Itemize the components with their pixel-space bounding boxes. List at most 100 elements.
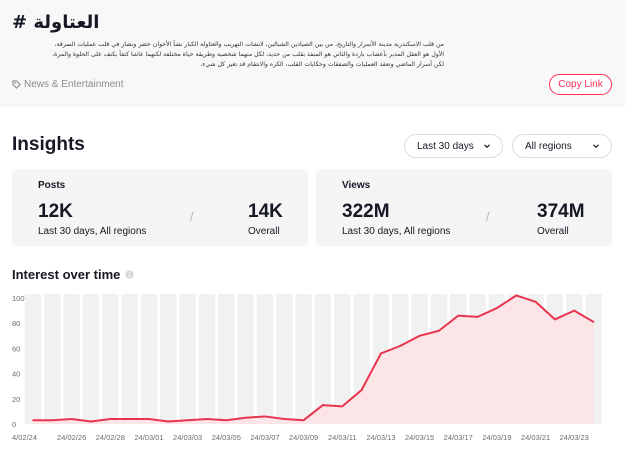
hashtag-description: من قلب الاسكندرية مدينة الأسرار والتاريخ…: [12, 40, 444, 70]
chevron-down-icon: [593, 144, 599, 149]
chart-column-band: [218, 294, 235, 424]
chart-column-band: [63, 294, 80, 424]
interest-chart-title: Interest over time: [12, 267, 134, 282]
posts-label: Posts: [38, 180, 66, 191]
data-point: [128, 418, 131, 420]
data-point: [554, 318, 556, 321]
data-point: [534, 300, 537, 303]
chart-column-band: [179, 294, 196, 424]
views-period-caption: Last 30 days, All regions: [342, 226, 451, 237]
data-point: [418, 335, 421, 337]
copy-link-button[interactable]: Copy Link: [549, 74, 612, 95]
y-tick-label: 40: [12, 370, 20, 379]
y-tick-label: 100: [12, 294, 25, 303]
views-overall-caption: Overall: [537, 226, 569, 237]
data-point: [380, 352, 382, 355]
posts-overall-caption: Overall: [248, 226, 280, 237]
chart-column-band: [295, 294, 312, 424]
posts-overall-value: 14K: [248, 201, 283, 222]
x-tick-label: 24/03/23: [560, 433, 589, 442]
chevron-down-icon: [484, 144, 490, 149]
x-tick-label: 24/03/19: [482, 433, 511, 442]
tag-icon: [12, 80, 21, 89]
info-icon[interactable]: [125, 270, 134, 279]
views-label: Views: [342, 180, 371, 191]
divider-slash: /: [486, 209, 490, 224]
data-point: [244, 416, 247, 419]
x-tick-label: 24/03/13: [366, 433, 395, 442]
data-point: [302, 419, 305, 422]
chart-column-band: [198, 294, 216, 424]
chart-column-band: [140, 294, 158, 424]
data-point: [476, 316, 479, 318]
data-point: [148, 418, 150, 420]
category-label: News & Entertainment: [24, 79, 124, 90]
posts-card: Posts 12K Last 30 days, All regions / 14…: [12, 169, 308, 246]
posts-period-caption: Last 30 days, All regions: [38, 226, 147, 237]
data-point: [573, 309, 576, 312]
hashtag-title: العتاولة #: [12, 12, 100, 33]
description-line: لكن أسرار الماضي وتعقد العمليات والصفقات…: [200, 61, 444, 68]
x-tick-label: 24/02/26: [57, 433, 86, 442]
insights-title: Insights: [12, 134, 85, 155]
chart-column-band: [102, 294, 119, 424]
data-point: [264, 415, 266, 418]
data-point: [496, 307, 498, 309]
hashtag-header: العتاولة # من قلب الاسكندرية مدينة الأسر…: [0, 0, 625, 107]
region-dropdown-value: All regions: [525, 140, 572, 152]
chart-column-band: [160, 294, 177, 424]
chart-column-band: [256, 294, 274, 424]
y-tick-label: 60: [12, 344, 20, 353]
region-dropdown[interactable]: All regions: [512, 134, 612, 158]
views-period-value: 322M: [342, 201, 390, 222]
data-point: [206, 418, 208, 420]
chart-column-band: [121, 294, 138, 424]
x-tick-label: 24/03/07: [250, 433, 279, 442]
data-point: [32, 419, 34, 422]
divider-slash: /: [190, 209, 194, 224]
chart-column-band: [82, 294, 100, 424]
interest-line: [33, 294, 595, 423]
views-overall-value: 374M: [537, 201, 585, 222]
chart-column-band: [24, 294, 42, 424]
x-tick-label: 24/03/11: [328, 433, 357, 442]
data-point: [225, 419, 228, 422]
x-tick-label: 4/02/24: [12, 433, 37, 442]
data-point: [109, 418, 112, 420]
chart-column-band: [334, 294, 351, 424]
x-tick-label: 24/03/05: [212, 433, 241, 442]
data-point: [322, 404, 324, 406]
data-point: [186, 419, 189, 422]
description-line: الأول هو العقل المدبر بأعصاب باردة والثا…: [52, 51, 444, 58]
data-point: [283, 418, 286, 420]
data-point: [515, 294, 518, 297]
x-tick-label: 24/03/17: [444, 433, 473, 442]
interest-area: [33, 295, 594, 424]
period-dropdown-value: Last 30 days: [417, 140, 474, 152]
x-tick-label: 24/03/21: [521, 433, 550, 442]
chart-column-band: [314, 294, 332, 424]
data-point: [167, 420, 170, 423]
data-point: [90, 420, 92, 423]
chart-column-band: [276, 294, 293, 424]
y-tick-label: 20: [12, 395, 20, 404]
data-point: [457, 314, 460, 317]
x-tick-label: 24/03/15: [405, 433, 434, 442]
x-tick-label: 24/03/03: [173, 433, 202, 442]
data-point: [51, 419, 54, 422]
y-tick-label: 80: [12, 319, 20, 328]
category-tag[interactable]: News & Entertainment: [12, 79, 124, 90]
data-point: [70, 418, 73, 420]
data-point: [438, 329, 440, 332]
posts-period-value: 12K: [38, 201, 73, 222]
data-point: [592, 321, 595, 323]
period-dropdown[interactable]: Last 30 days: [404, 134, 503, 158]
chart-title-text: Interest over time: [12, 267, 121, 282]
data-point: [399, 345, 402, 347]
chart-column-band: [44, 294, 61, 424]
x-tick-label: 24/02/28: [96, 433, 125, 442]
views-card: Views 322M Last 30 days, All regions / 3…: [316, 169, 612, 246]
interest-over-time-chart: 0 20 40 60 80 100 4/02/24 24/02/26 24/02/28 24/03…: [12, 294, 602, 442]
y-tick-label: 0: [12, 420, 16, 429]
x-tick-label: 24/03/01: [134, 433, 163, 442]
